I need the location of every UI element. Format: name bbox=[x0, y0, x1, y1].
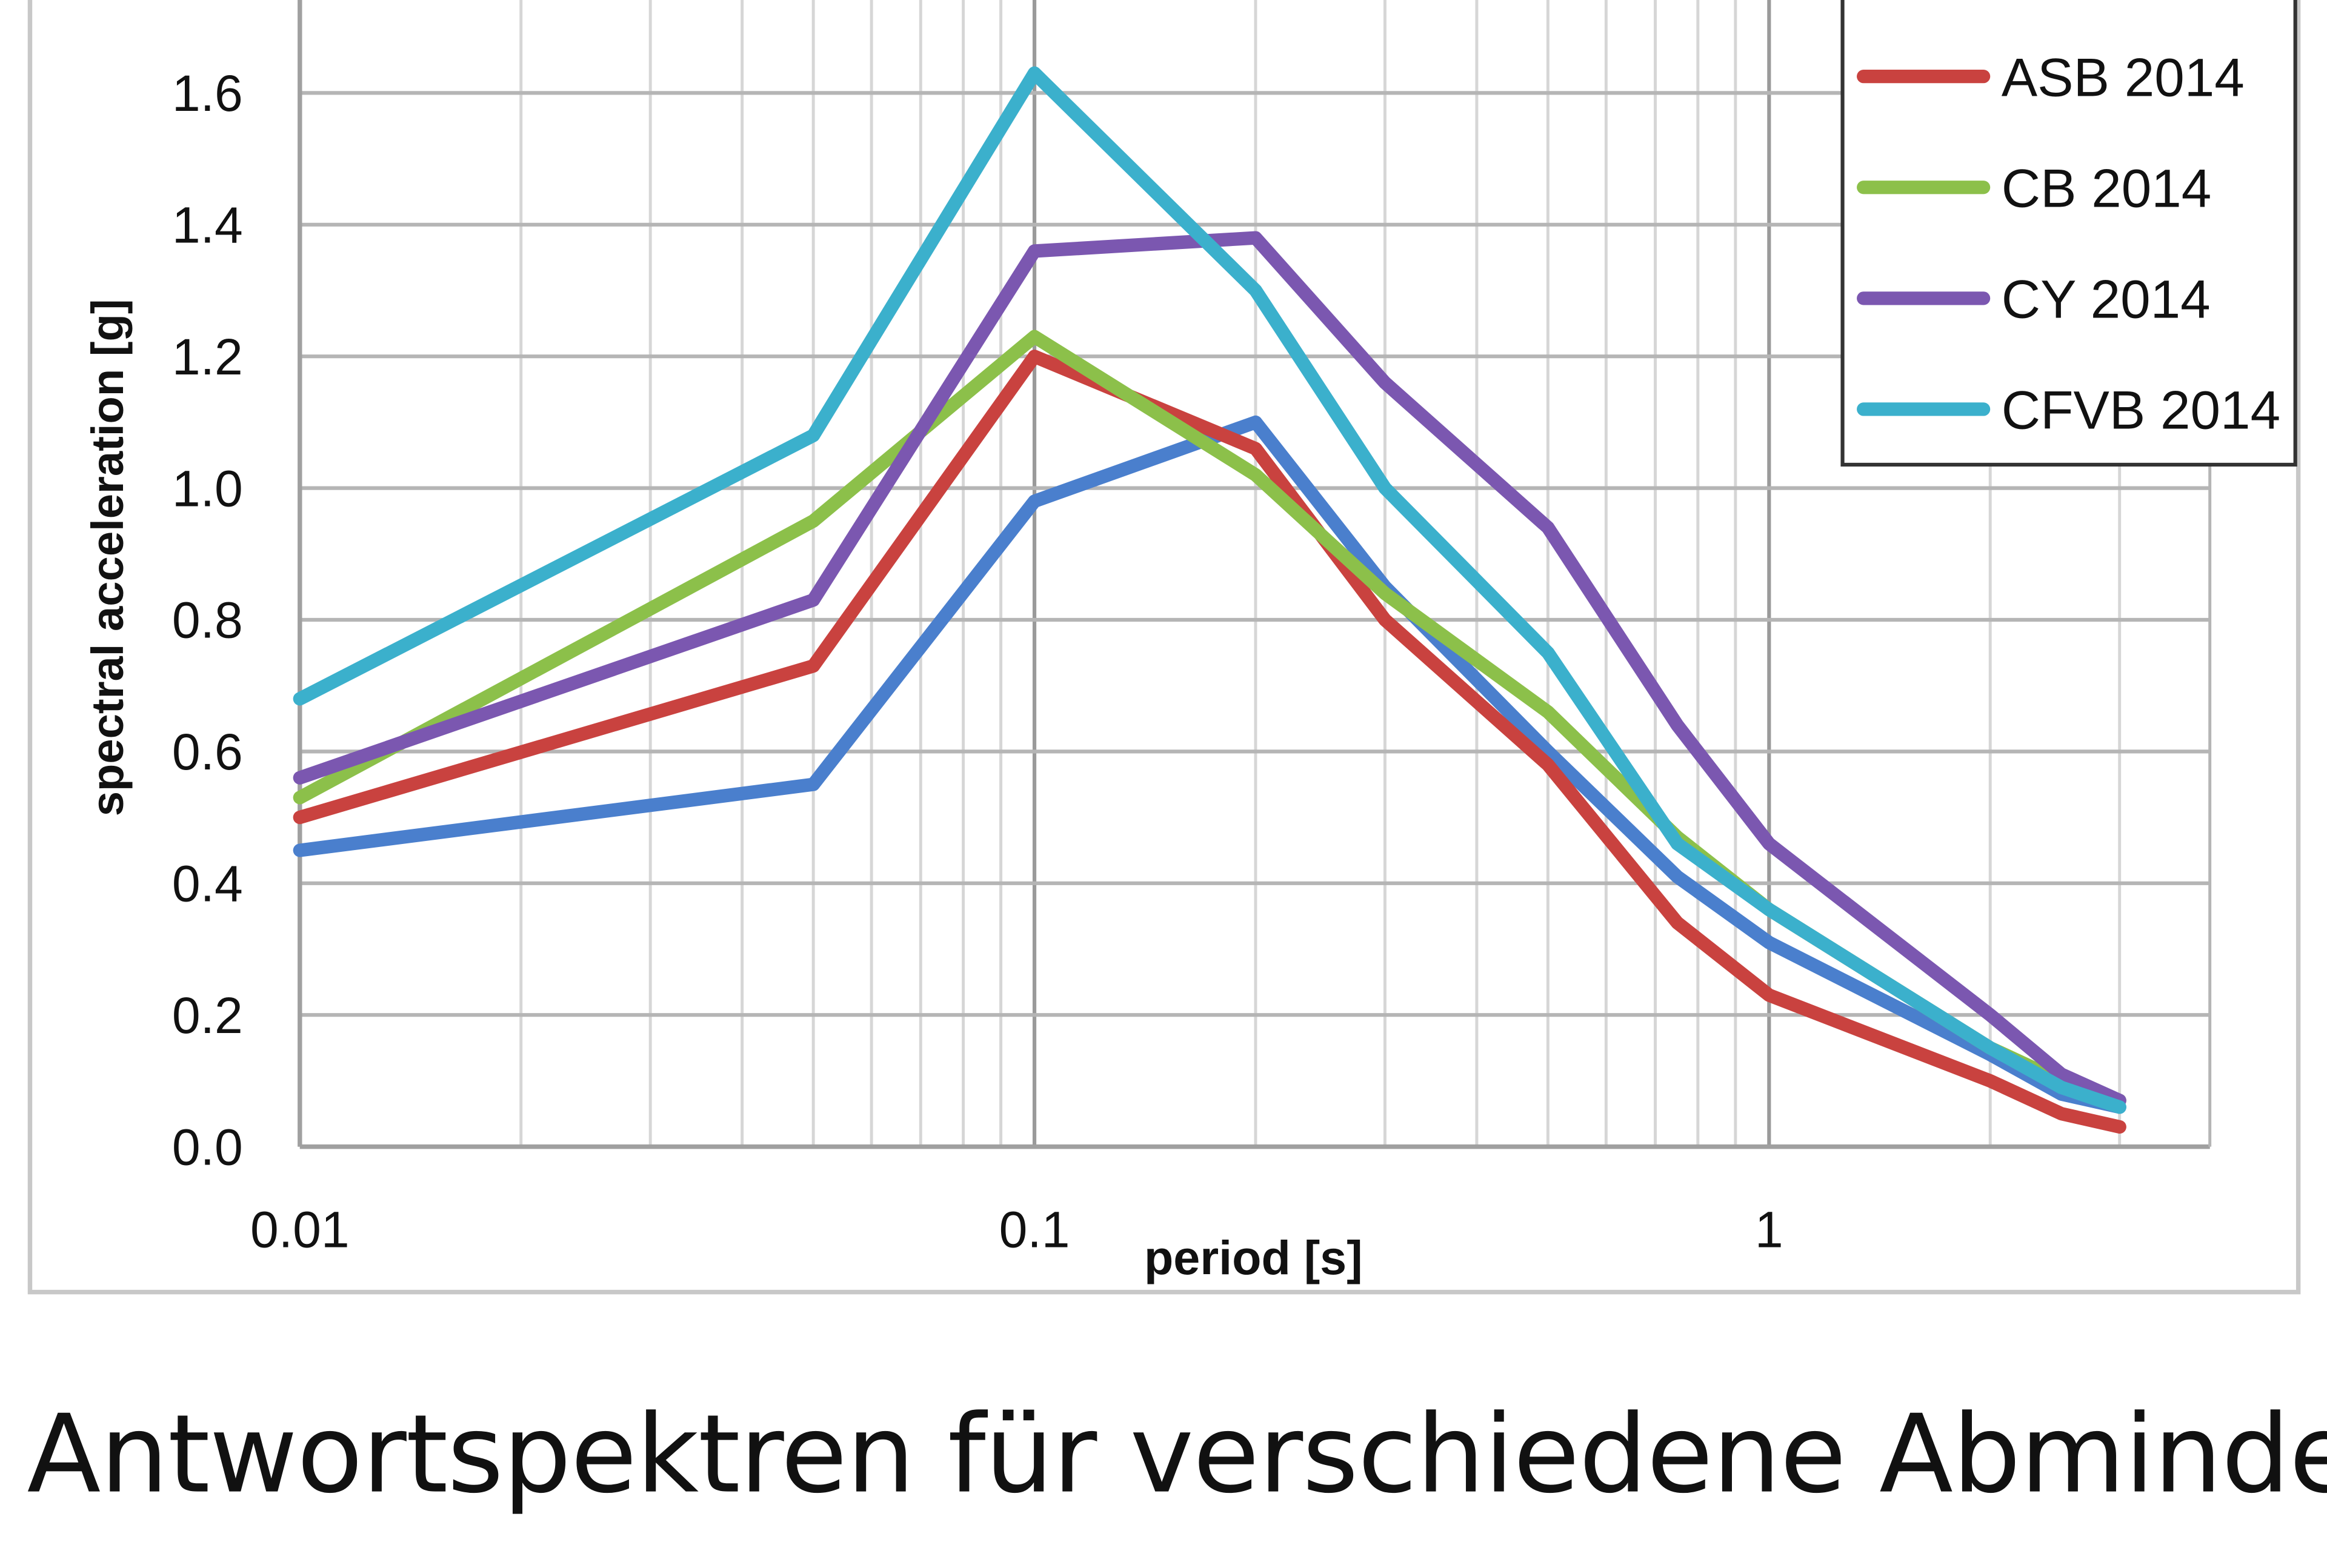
legend-label: ASB 2014 bbox=[2002, 47, 2245, 107]
y-tick-label: 0.0 bbox=[172, 1118, 243, 1175]
series-line-asb-2014 bbox=[293, 350, 2126, 1134]
y-tick-label: 1.0 bbox=[172, 460, 243, 517]
figure-caption: Antwortspektren für verschiedene Abminde… bbox=[27, 1390, 2327, 1517]
y-tick-label: 0.2 bbox=[172, 987, 243, 1044]
x-axis-label: period [s] bbox=[1144, 1231, 1363, 1284]
x-tick-label: 0.1 bbox=[999, 1201, 1070, 1258]
x-tick-label: 0.01 bbox=[250, 1201, 350, 1258]
y-tick-label: 1.6 bbox=[172, 65, 243, 122]
series-line-cy-2014 bbox=[293, 231, 2126, 1108]
y-axis-label: spectral acceleration [g] bbox=[82, 299, 133, 816]
y-tick-label: 1.2 bbox=[172, 328, 243, 385]
legend-label: CFVB 2014 bbox=[2002, 380, 2280, 440]
legend: ASB 2014 CB 2014 CY 2014 CFVB 2014 bbox=[1840, 0, 2297, 467]
legend-label: CY 2014 bbox=[2002, 268, 2211, 329]
y-tick-label: 1.4 bbox=[172, 196, 243, 253]
grid-lines bbox=[298, 0, 2212, 1149]
legend-label: CB 2014 bbox=[2002, 158, 2212, 218]
tick-labels: 0.0 0.2 0.4 0.6 0.8 1.0 1.2 1.4 1.6 0.01 0.1 1 bbox=[172, 65, 1783, 1258]
series-lines bbox=[293, 66, 2126, 1134]
series-line-cfvb-2014 bbox=[293, 66, 2126, 1114]
x-tick-label: 1 bbox=[1755, 1201, 1783, 1258]
y-tick-label: 0.8 bbox=[172, 592, 243, 649]
y-tick-label: 0.4 bbox=[172, 855, 243, 912]
y-tick-label: 0.6 bbox=[172, 723, 243, 780]
